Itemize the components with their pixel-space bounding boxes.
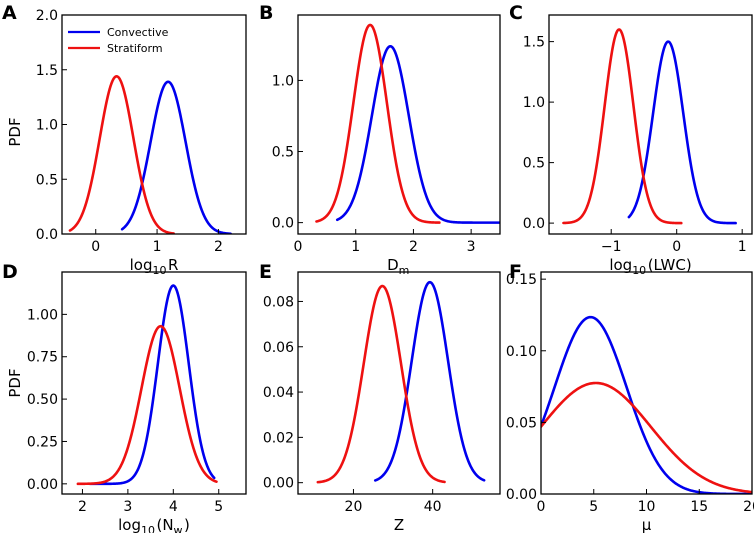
series-stratiform-f [541, 381, 752, 494]
series-convective-b [335, 44, 500, 224]
legend-stratiform-label: Stratiform [107, 42, 163, 55]
ytick-label-e: 0.02 [263, 430, 294, 446]
ylabel-a: PDF [6, 117, 24, 146]
ytick-label-a: 1.5 [36, 63, 58, 79]
xlabel-c: log10 (LWC) [609, 256, 691, 277]
series-stratiform-e [316, 284, 446, 484]
xtick-label-f: 10 [638, 499, 656, 515]
ytick-label-a: 1.0 [36, 118, 58, 134]
panel-label-e: E [259, 261, 272, 283]
xtick-label-d: 2 [78, 499, 87, 515]
xtick-label-d: 3 [123, 499, 132, 515]
series-convective-f [541, 315, 752, 494]
xtick-label-b: 0 [294, 239, 303, 255]
ytick-label-c: 1.5 [523, 35, 545, 51]
xlabel-f: μ [642, 516, 652, 533]
ytick-label-b: 0.5 [272, 145, 294, 161]
xlabel-b: Dm [387, 256, 411, 277]
xlabel-e: Z [394, 516, 404, 533]
xtick-label-a: 2 [214, 239, 223, 255]
axes-frame-c [548, 14, 753, 235]
ytick-label-b: 0.0 [272, 216, 294, 232]
xtick-label-c: 1 [738, 239, 747, 255]
xlabel-d: log10 (Nw ) [118, 516, 190, 533]
ytick-label-a: 2.0 [36, 8, 58, 24]
xtick-label-f: 20 [743, 499, 754, 515]
xtick-label-b: 3 [467, 239, 476, 255]
series-stratiform-c [562, 28, 683, 225]
ytick-label-f: 0.00 [506, 487, 537, 503]
axes-frame-f [540, 271, 753, 495]
panel-d: 2 3 4 5 0.00 0.25 0.50 0.75 1.00 log10 (Nw ) [27, 271, 247, 533]
ytick-label-b: 1.0 [272, 73, 294, 89]
series-convective-e [373, 280, 486, 482]
panel-a: 0 1 2 0.0 0.5 1.0 1.5 2.0 log10 R [36, 8, 247, 277]
xtick-label-b: 1 [351, 239, 360, 255]
ytick-label-d: 0.25 [27, 434, 58, 450]
ytick-label-e: 0.04 [263, 385, 294, 401]
xtick-label-e: 40 [424, 499, 442, 515]
ytick-label-a: 0.5 [36, 172, 58, 188]
series-stratiform-d [76, 324, 218, 486]
xtick-label-c: 0 [672, 239, 681, 255]
ytick-label-f: 0.05 [506, 415, 537, 431]
legend-convective-label: Convective [107, 26, 169, 39]
ytick-label-f: 0.10 [506, 344, 537, 360]
axes-frame-b [297, 14, 501, 235]
axes-frame-e [297, 271, 501, 495]
xtick-label-f: 5 [589, 499, 598, 515]
ytick-label-d: 0.50 [27, 392, 58, 408]
panel-b: 0 1 2 3 0.0 0.5 1.0 Dm [272, 14, 501, 277]
panel-label-c: C [509, 2, 523, 24]
ytick-label-f: 0.15 [506, 272, 537, 288]
panel-label-a: A [2, 2, 17, 24]
ytick-label-d: 1.00 [27, 307, 58, 323]
ytick-label-c: 0.5 [523, 156, 545, 172]
legend: Convective Stratiform [68, 26, 169, 55]
ylabel-d: PDF [6, 368, 24, 397]
series-convective-a [120, 80, 232, 234]
ytick-label-d: 0.00 [27, 477, 58, 493]
panel-f: 0 5 10 15 20 0.00 0.05 0.10 0.15 μ [506, 271, 754, 533]
series-convective-d [88, 284, 216, 486]
ytick-label-e: 0.08 [263, 294, 294, 310]
series-stratiform-a [68, 75, 175, 234]
xtick-label-a: 1 [153, 239, 162, 255]
panel-label-b: B [259, 2, 273, 24]
panel-label-d: D [2, 261, 18, 283]
xtick-label-c: −1 [601, 239, 622, 255]
ytick-label-e: 0.06 [263, 340, 294, 356]
xtick-label-d: 5 [214, 499, 223, 515]
series-stratiform-b [315, 23, 441, 224]
xtick-label-d: 4 [169, 499, 178, 515]
xtick-label-f: 0 [537, 499, 546, 515]
axes-frame-d [61, 271, 247, 495]
panel-c: −1 0 1 0.0 0.5 1.0 1.5 log10 (LWC) [523, 14, 753, 277]
xtick-label-e: 20 [345, 499, 363, 515]
xtick-label-f: 15 [690, 499, 708, 515]
xtick-label-b: 2 [409, 239, 418, 255]
xtick-label-a: 0 [91, 239, 100, 255]
xlabel-a: log10 R [130, 256, 179, 277]
ytick-label-d: 0.75 [27, 350, 58, 366]
panel-label-f: F [509, 261, 522, 283]
ytick-label-c: 0.0 [523, 216, 545, 232]
panel-e: 20 40 0.00 0.02 0.04 0.06 0.08 Z [263, 271, 501, 533]
ytick-label-a: 0.0 [36, 227, 58, 243]
ytick-label-c: 1.0 [523, 95, 545, 111]
series-convective-c [627, 40, 737, 225]
ytick-label-e: 0.00 [263, 476, 294, 492]
